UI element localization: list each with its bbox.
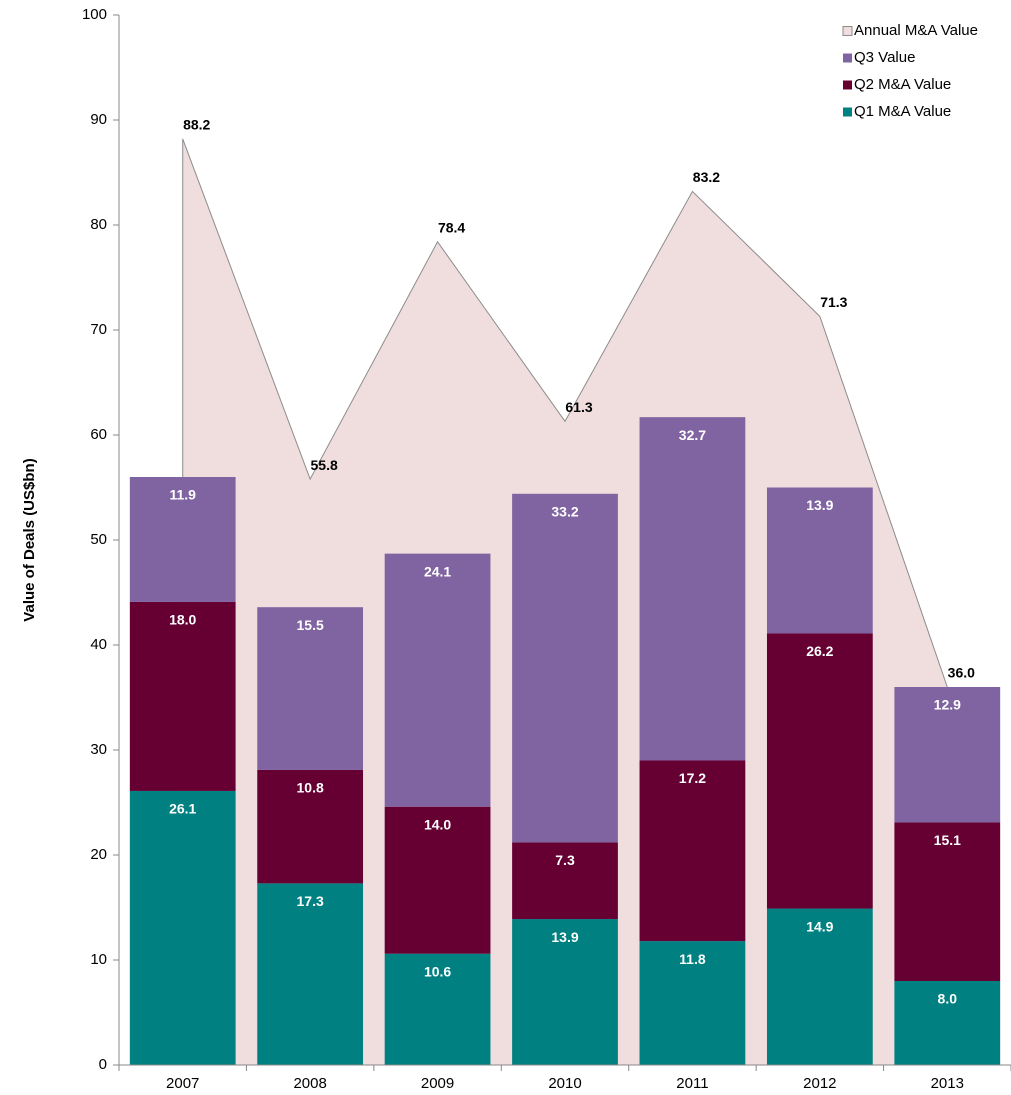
area-label: 78.4 [438, 220, 465, 236]
x-tick-label: 2010 [548, 1075, 581, 1092]
data-label: 15.1 [934, 832, 961, 848]
data-label: 11.9 [169, 487, 196, 503]
data-label: 17.3 [297, 893, 324, 909]
y-tick-label: 80 [90, 216, 107, 233]
bar [384, 953, 491, 1065]
y-tick-label: 40 [90, 636, 107, 653]
bar [512, 919, 618, 1065]
area-label: 88.2 [183, 117, 210, 133]
y-tick-label: 20 [90, 846, 107, 863]
data-label: 15.5 [297, 617, 324, 633]
bar [766, 908, 873, 1065]
bar [639, 417, 746, 761]
data-label: 11.8 [679, 951, 706, 967]
data-label: 32.7 [679, 427, 706, 443]
bar [257, 607, 364, 770]
bar [129, 477, 236, 602]
data-label: 18.0 [169, 612, 196, 628]
bar [257, 883, 364, 1065]
data-label: 10.8 [297, 780, 324, 796]
bar [384, 553, 491, 807]
legend-label: Q3 Value [854, 49, 915, 66]
data-label: 13.9 [806, 497, 833, 513]
area-label: 71.3 [820, 294, 847, 310]
y-tick-label: 100 [82, 6, 107, 23]
area-label: 61.3 [565, 399, 592, 415]
y-tick-label: 50 [90, 531, 107, 548]
bar [384, 806, 491, 954]
data-label: 8.0 [938, 991, 958, 1007]
legend-label: Q2 M&A Value [854, 76, 951, 93]
data-label: 12.9 [934, 697, 961, 713]
y-tick-label: 60 [90, 426, 107, 443]
y-tick-label: 70 [90, 321, 107, 338]
data-label: 7.3 [555, 852, 575, 868]
legend-label: Annual M&A Value [854, 22, 978, 39]
bar [639, 760, 746, 942]
bar [894, 822, 1001, 981]
area-label: 83.2 [693, 169, 720, 185]
bar [766, 487, 873, 634]
bar [512, 842, 618, 920]
data-label: 10.6 [424, 963, 451, 979]
x-tick-label: 2007 [166, 1075, 199, 1092]
data-label: 14.9 [806, 918, 833, 934]
y-tick-label: 0 [99, 1056, 107, 1073]
bar [129, 790, 236, 1065]
area-line [182, 138, 948, 1065]
area-label: 55.8 [311, 457, 338, 473]
y-tick-label: 90 [90, 111, 107, 128]
legend-swatch [843, 80, 852, 90]
x-tick-label: 2013 [931, 1075, 964, 1092]
x-tick-label: 2011 [676, 1075, 708, 1092]
y-axis-label: Value of Deals (US$bn) [21, 458, 38, 621]
bar [639, 941, 746, 1065]
bar [894, 981, 1001, 1065]
data-label: 26.1 [169, 801, 196, 817]
bar [512, 493, 618, 843]
bar [129, 601, 236, 791]
legend-swatch [843, 53, 852, 63]
x-tick-label: 2008 [293, 1075, 326, 1092]
y-tick-label: 10 [90, 951, 107, 968]
legend-label: Q1 M&A Value [854, 103, 951, 120]
data-label: 17.2 [679, 770, 706, 786]
data-label: 14.0 [424, 816, 451, 832]
data-label: 13.9 [551, 929, 578, 945]
x-tick-label: 2012 [803, 1075, 836, 1092]
legend-swatch [843, 107, 852, 117]
bar [257, 769, 364, 884]
bar [766, 633, 873, 909]
y-tick-label: 30 [90, 741, 107, 758]
data-label: 24.1 [424, 563, 451, 579]
bar [894, 687, 1001, 823]
x-tick-label: 2009 [421, 1075, 454, 1092]
data-label: 33.2 [551, 504, 578, 520]
legend-swatch [842, 26, 853, 36]
data-label: 26.2 [806, 643, 833, 659]
area-label: 36.0 [948, 665, 975, 681]
